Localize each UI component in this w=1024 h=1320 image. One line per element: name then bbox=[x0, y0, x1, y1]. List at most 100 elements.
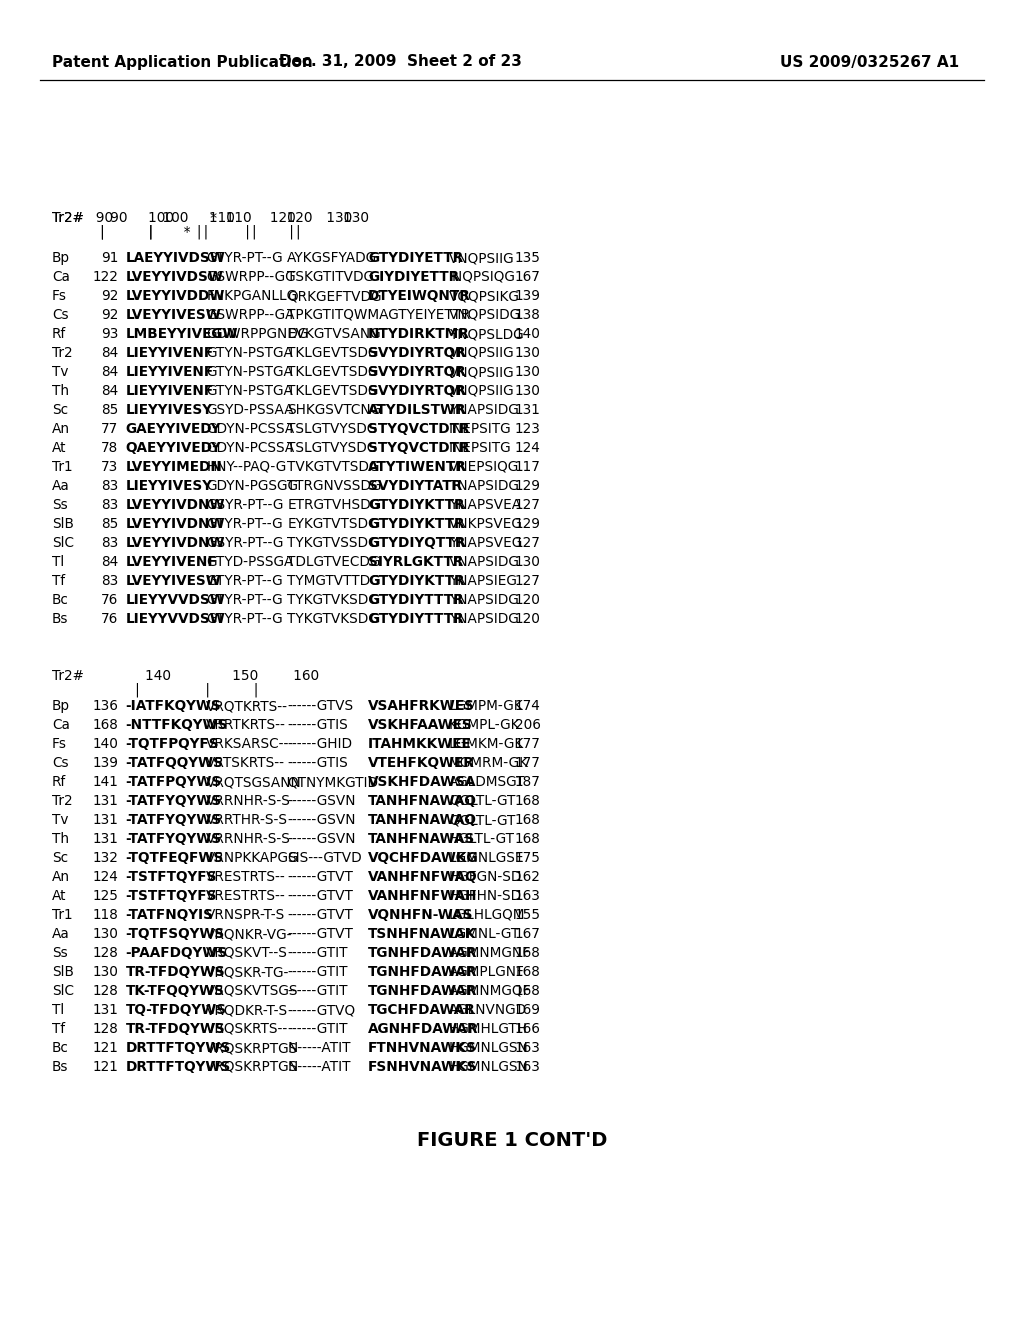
Text: YNAPSVEG: YNAPSVEG bbox=[449, 536, 522, 550]
Text: AYKGSFYADG: AYKGSFYADG bbox=[287, 251, 377, 265]
Text: QGLTL-GT: QGLTL-GT bbox=[449, 795, 515, 808]
Text: VRRNHR-S-S: VRRNHR-S-S bbox=[207, 832, 291, 846]
Text: 123: 123 bbox=[515, 422, 541, 436]
Text: AGMPLGNF: AGMPLGNF bbox=[449, 965, 524, 979]
Text: MGMRM-GK: MGMRM-GK bbox=[449, 756, 529, 770]
Text: Tr2: Tr2 bbox=[52, 346, 73, 360]
Text: VNAPSIDG: VNAPSIDG bbox=[449, 554, 520, 569]
Text: 130: 130 bbox=[515, 554, 541, 569]
Text: 77: 77 bbox=[101, 422, 118, 436]
Text: YNAPSIEG: YNAPSIEG bbox=[449, 574, 517, 587]
Text: FNKPGANLLG: FNKPGANLLG bbox=[207, 289, 298, 304]
Text: SlC: SlC bbox=[52, 983, 74, 998]
Text: VRTSKRTS--: VRTSKRTS-- bbox=[207, 756, 286, 770]
Text: GTYR-PT--G: GTYR-PT--G bbox=[207, 517, 283, 531]
Text: ------GSVN: ------GSVN bbox=[287, 832, 355, 846]
Text: TSLGTVYSDG: TSLGTVYSDG bbox=[287, 441, 378, 455]
Text: Patent Application Publication: Patent Application Publication bbox=[52, 54, 312, 70]
Text: 118: 118 bbox=[92, 908, 118, 921]
Text: GSYR-PT--G: GSYR-PT--G bbox=[207, 536, 284, 550]
Text: 129: 129 bbox=[515, 479, 541, 492]
Text: 84: 84 bbox=[101, 384, 118, 399]
Text: QRKGEFTVDG: QRKGEFTVDG bbox=[287, 289, 382, 304]
Text: VTEHFKQWER: VTEHFKQWER bbox=[368, 756, 475, 770]
Text: TYKGTVKSDG: TYKGTVKSDG bbox=[287, 612, 379, 626]
Text: 136: 136 bbox=[92, 700, 118, 713]
Text: Sc: Sc bbox=[52, 403, 69, 417]
Text: Tr2#: Tr2# bbox=[52, 211, 84, 224]
Text: Rf: Rf bbox=[52, 775, 67, 789]
Text: VNQPSIIG: VNQPSIIG bbox=[449, 366, 514, 379]
Text: Fs: Fs bbox=[52, 289, 67, 304]
Text: 168: 168 bbox=[92, 718, 118, 733]
Text: 135: 135 bbox=[515, 251, 541, 265]
Text: 168: 168 bbox=[515, 946, 541, 960]
Text: TANHFNAWAS: TANHFNAWAS bbox=[368, 832, 475, 846]
Text: SVYDIYRTQR: SVYDIYRTQR bbox=[368, 366, 466, 379]
Text: LVEYYIVESW: LVEYYIVESW bbox=[126, 308, 221, 322]
Text: LIEYYIVENF: LIEYYIVENF bbox=[126, 384, 214, 399]
Text: GDYN-PCSSA: GDYN-PCSSA bbox=[207, 422, 295, 436]
Text: 127: 127 bbox=[515, 574, 541, 587]
Text: 130: 130 bbox=[515, 384, 541, 399]
Text: HGMHLGTH: HGMHLGTH bbox=[449, 1022, 528, 1036]
Text: LVEYYIVESW: LVEYYIVESW bbox=[126, 574, 221, 587]
Text: TPKGTITQWMAGTYEIYETTR: TPKGTITQWMAGTYEIYETTR bbox=[287, 308, 471, 322]
Text: QGLTL-GT: QGLTL-GT bbox=[449, 813, 515, 828]
Text: 76: 76 bbox=[101, 593, 118, 607]
Text: 131: 131 bbox=[515, 403, 541, 417]
Text: GTYN-PSTGA: GTYN-PSTGA bbox=[207, 384, 293, 399]
Text: Tl: Tl bbox=[52, 1003, 65, 1016]
Text: VNEPSIQG: VNEPSIQG bbox=[449, 459, 519, 474]
Text: AGMNMGQF: AGMNMGQF bbox=[449, 983, 531, 998]
Text: TSLGTVYSDG: TSLGTVYSDG bbox=[287, 422, 378, 436]
Text: 78: 78 bbox=[101, 441, 118, 455]
Text: STYQVCTDTR: STYQVCTDTR bbox=[368, 441, 470, 455]
Text: 177: 177 bbox=[515, 737, 541, 751]
Text: LIEYYVVDSW: LIEYYVVDSW bbox=[126, 593, 225, 607]
Text: 84: 84 bbox=[101, 366, 118, 379]
Text: HGLTL-GT: HGLTL-GT bbox=[449, 832, 515, 846]
Text: Tv: Tv bbox=[52, 813, 69, 828]
Text: ------GTIT: ------GTIT bbox=[287, 1022, 348, 1036]
Text: GSYD-PSSAA: GSYD-PSSAA bbox=[207, 403, 294, 417]
Text: AGLDMSGT: AGLDMSGT bbox=[449, 775, 525, 789]
Text: TQ-TFDQYWS: TQ-TFDQYWS bbox=[126, 1003, 226, 1016]
Text: GTYR-PT--G: GTYR-PT--G bbox=[207, 612, 283, 626]
Text: 166: 166 bbox=[515, 1022, 541, 1036]
Text: |          |       *   |          |         |: | | * | | | bbox=[52, 224, 301, 239]
Text: VQCHFDAWKG: VQCHFDAWKG bbox=[368, 851, 478, 865]
Text: TGNHFDAWAR: TGNHFDAWAR bbox=[368, 946, 477, 960]
Text: Tr1: Tr1 bbox=[52, 459, 73, 474]
Text: ------GTIT: ------GTIT bbox=[287, 946, 348, 960]
Text: VRKSARSC--: VRKSARSC-- bbox=[207, 737, 290, 751]
Text: -PAAFDQYWS: -PAAFDQYWS bbox=[126, 946, 227, 960]
Text: LMBEYYIVEGW: LMBEYYIVEGW bbox=[126, 327, 238, 341]
Text: Rf: Rf bbox=[52, 327, 67, 341]
Text: LIEYYIVESY: LIEYYIVESY bbox=[126, 403, 213, 417]
Text: VRQSKVT--S: VRQSKVT--S bbox=[207, 946, 288, 960]
Text: 167: 167 bbox=[515, 927, 541, 941]
Text: 92: 92 bbox=[100, 289, 118, 304]
Text: 127: 127 bbox=[515, 536, 541, 550]
Text: 130: 130 bbox=[515, 366, 541, 379]
Text: TVKGTVTSDG: TVKGTVTSDG bbox=[287, 459, 380, 474]
Text: LIEYYIVENF: LIEYYIVENF bbox=[126, 346, 214, 360]
Text: Bc: Bc bbox=[52, 593, 69, 607]
Text: 139: 139 bbox=[515, 289, 541, 304]
Text: YNQPSLDG: YNQPSLDG bbox=[449, 327, 523, 341]
Text: GTYDIYETTR: GTYDIYETTR bbox=[368, 251, 463, 265]
Text: GDYN-PGSGG: GDYN-PGSGG bbox=[207, 479, 298, 492]
Text: Tr1: Tr1 bbox=[52, 908, 73, 921]
Text: 174: 174 bbox=[515, 700, 541, 713]
Text: 121: 121 bbox=[92, 1060, 118, 1074]
Text: ------GSVN: ------GSVN bbox=[287, 795, 355, 808]
Text: Tf: Tf bbox=[52, 1022, 66, 1036]
Text: ATYTIWENTR: ATYTIWENTR bbox=[368, 459, 467, 474]
Text: INEPSITG: INEPSITG bbox=[449, 422, 512, 436]
Text: Fs: Fs bbox=[52, 737, 67, 751]
Text: Aa: Aa bbox=[52, 927, 70, 941]
Text: AGNHFDAWAR: AGNHFDAWAR bbox=[368, 1022, 478, 1036]
Text: FSNHVNAWKS: FSNHVNAWKS bbox=[368, 1060, 477, 1074]
Text: TR-TFDQYWS: TR-TFDQYWS bbox=[126, 1022, 225, 1036]
